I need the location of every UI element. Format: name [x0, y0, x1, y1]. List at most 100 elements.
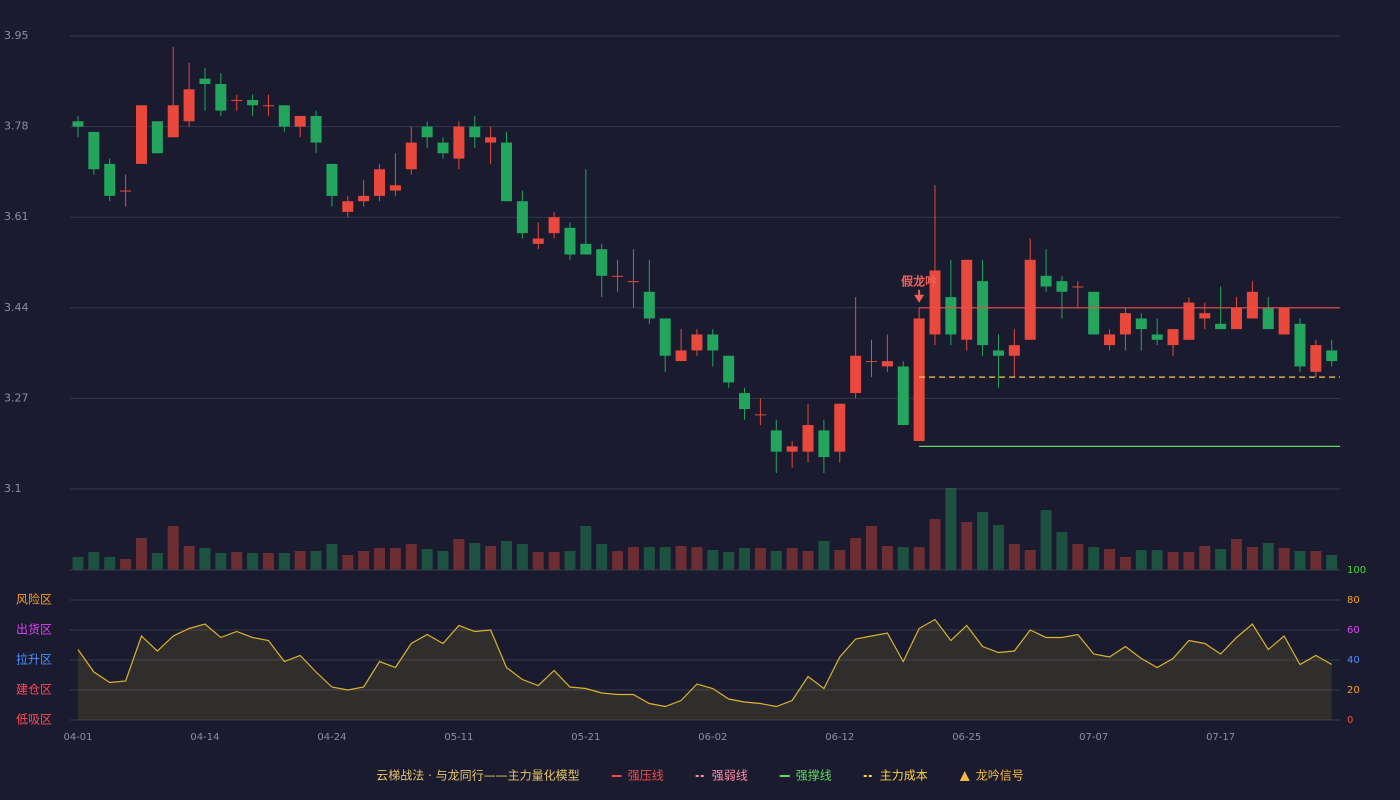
candle-body	[961, 259, 973, 340]
volume-bar	[1008, 544, 1020, 570]
y-tick-label: 3.61	[4, 210, 29, 223]
volume-bar	[294, 551, 306, 570]
oscillator-line	[77, 618, 1333, 708]
candle-body	[770, 430, 782, 452]
candle-body	[183, 89, 195, 122]
candle-body	[612, 275, 624, 277]
volume-bar	[469, 543, 481, 570]
candle-body	[1310, 345, 1322, 372]
volume-bar	[881, 546, 893, 570]
volume-bar	[850, 538, 862, 570]
volume-bar	[977, 512, 989, 570]
candle-body	[1278, 307, 1290, 335]
y-tick-label: 3.1	[4, 482, 22, 495]
x-tick-label: 05-21	[571, 732, 600, 743]
volume-bar	[1183, 552, 1195, 570]
legend-title: 云梯战法 · 与龙同行——主力量化模型	[376, 769, 579, 783]
candle-body	[1135, 318, 1147, 330]
volume-bar	[532, 552, 544, 570]
volume-bar	[802, 551, 814, 570]
volume-bar	[1167, 552, 1179, 570]
volume-bar	[596, 544, 608, 570]
candle-body	[247, 99, 259, 106]
volume-bar	[183, 546, 195, 570]
candle-body	[358, 195, 370, 202]
volume-bar	[564, 551, 576, 570]
volume-bar	[739, 548, 751, 570]
y-tick-label: 60	[1347, 625, 1360, 636]
legend-label: 龙吟信号	[976, 768, 1024, 783]
y-tick-label: 100	[1347, 565, 1366, 576]
candle-body	[992, 350, 1004, 356]
volume-bar	[1294, 551, 1306, 570]
volume-bar	[1231, 539, 1243, 570]
candle-body	[532, 238, 544, 244]
candle-body	[135, 105, 147, 164]
volume-bar	[897, 547, 909, 570]
candle-body	[294, 115, 306, 127]
candle-body	[739, 393, 751, 410]
candle-body	[723, 355, 735, 383]
volume-bar	[1215, 549, 1227, 570]
volume-bar	[88, 552, 100, 570]
zone-label: 拉升区	[16, 652, 52, 667]
candle-body	[1262, 307, 1274, 330]
candle-body	[1246, 291, 1258, 319]
volume-bar	[1056, 532, 1068, 570]
volume-bar	[691, 547, 703, 570]
candle-body	[500, 142, 512, 202]
volume-bar	[437, 551, 449, 570]
candle-body	[881, 361, 893, 367]
candle-body	[548, 217, 560, 234]
candle-body	[469, 126, 481, 138]
candle-body	[897, 366, 909, 426]
x-tick-label: 04-01	[63, 732, 92, 743]
candle-body	[453, 126, 465, 159]
legend-label: 强弱线	[712, 769, 748, 783]
candle-body	[1024, 259, 1036, 340]
candle-body	[1294, 323, 1306, 367]
candle-body	[1167, 329, 1179, 346]
volume-bar	[1151, 550, 1163, 570]
y-tick-label: 3.44	[4, 301, 29, 314]
x-tick-label: 07-17	[1206, 732, 1235, 743]
volume-bar	[627, 547, 639, 570]
candle-body	[278, 105, 290, 127]
volume-bar	[818, 541, 830, 570]
candle-body	[437, 142, 449, 154]
x-tick-label: 06-12	[825, 732, 854, 743]
volume-bar	[135, 538, 147, 570]
volume-bar	[1072, 544, 1084, 570]
volume-bar	[707, 550, 719, 570]
x-tick-label: 04-24	[317, 732, 346, 743]
y-tick-label: 0	[1347, 715, 1353, 726]
volume-bar	[548, 552, 560, 570]
zone-label: 出货区	[16, 622, 52, 637]
volume-bar	[389, 548, 401, 570]
volume-bar	[358, 551, 370, 570]
volume-bar	[1326, 555, 1338, 570]
candle-body	[1104, 334, 1116, 346]
volume-bar	[120, 559, 132, 570]
volume-bar	[675, 546, 687, 570]
volume-bar	[1246, 547, 1258, 570]
candle-body	[516, 201, 528, 234]
candle-body	[564, 227, 576, 255]
candle-body	[627, 281, 639, 283]
legend-label: 强撑线	[796, 768, 832, 783]
candle-body	[167, 105, 179, 138]
candle-body	[120, 190, 132, 192]
zone-label: 风险区	[16, 592, 52, 607]
y-tick-label: 80	[1347, 595, 1360, 606]
legend: 云梯战法 · 与龙同行——主力量化模型 强压线 强弱线 强撑线 主力成本 龙吟信号	[376, 768, 1024, 783]
x-tick-label: 06-02	[698, 732, 727, 743]
volume-bar	[659, 547, 671, 570]
legend-swatch	[959, 771, 970, 781]
volume-bar	[643, 547, 655, 570]
volume-bar	[405, 544, 417, 570]
volume-bar	[945, 488, 957, 570]
x-tick-label: 07-07	[1079, 732, 1108, 743]
candle-body	[580, 243, 592, 255]
candle-body	[977, 281, 989, 346]
zone-label: 建仓区	[16, 683, 52, 697]
